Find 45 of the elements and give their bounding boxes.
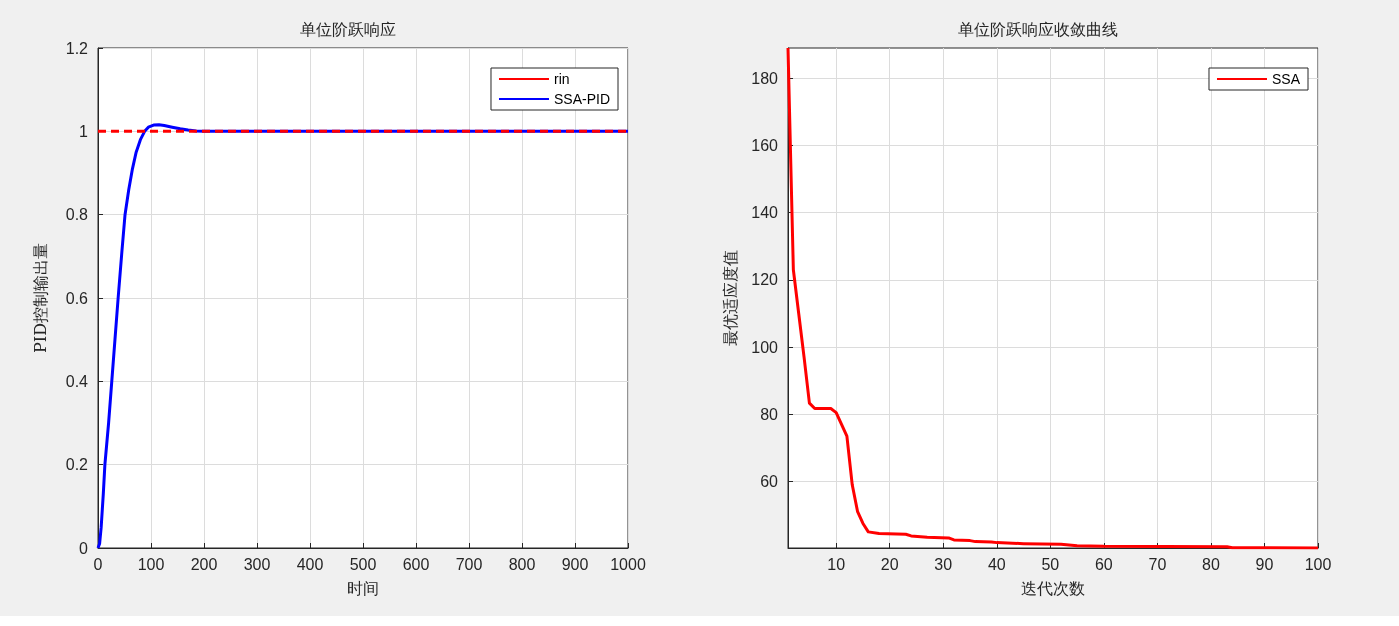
y-tick-label: 180 — [751, 69, 779, 87]
x-tick-label: 0 — [93, 555, 103, 573]
x-tick-label: 20 — [880, 555, 899, 573]
x-tick-label: 100 — [137, 555, 165, 573]
y-axis-title: PID控制输出量 — [30, 243, 50, 353]
x-axis-title: 迭代次数 — [1021, 578, 1085, 598]
y-tick-label: 1.2 — [65, 39, 89, 57]
x-axis-title: 时间 — [347, 578, 379, 598]
y-tick-label: 1 — [79, 122, 89, 140]
y-tick-label: 0.8 — [65, 206, 89, 224]
x-tick-label: 800 — [508, 555, 536, 573]
chart-title: 单位阶跃响应 — [300, 19, 396, 39]
x-tick-label: 1000 — [610, 555, 646, 573]
x-tick-label: 500 — [349, 555, 377, 573]
y-tick-label: 80 — [760, 405, 779, 423]
y-tick-label: 100 — [751, 338, 779, 356]
x-tick-label: 900 — [561, 555, 589, 573]
legend-label: SSA — [1271, 71, 1301, 87]
y-tick-label: 160 — [751, 136, 779, 154]
x-tick-label: 90 — [1255, 555, 1274, 573]
x-tick-label: 100 — [1304, 555, 1332, 573]
legend-label: rin — [553, 71, 570, 87]
y-tick-label: 0.4 — [65, 372, 89, 390]
y-tick-label: 0.6 — [65, 289, 89, 307]
y-tick-label: 140 — [751, 204, 779, 222]
x-tick-label: 400 — [296, 555, 324, 573]
x-tick-label: 50 — [1041, 555, 1060, 573]
x-tick-label: 600 — [402, 555, 430, 573]
y-tick-label: 120 — [751, 271, 779, 289]
x-tick-label: 700 — [455, 555, 483, 573]
x-tick-label: 10 — [827, 555, 846, 573]
x-tick-label: 30 — [934, 555, 953, 573]
y-tick-label: 0.2 — [65, 456, 89, 474]
legend-label: SSA-PID — [553, 91, 610, 107]
x-tick-label: 60 — [1094, 555, 1113, 573]
x-tick-label: 40 — [987, 555, 1006, 573]
y-tick-label: 0 — [79, 539, 89, 557]
x-tick-label: 200 — [190, 555, 218, 573]
x-tick-label: 80 — [1202, 555, 1220, 573]
y-tick-label: 60 — [760, 472, 779, 490]
x-tick-label: 300 — [243, 555, 271, 573]
y-axis-title: 最优适应度值 — [720, 250, 740, 346]
line-series — [786, 46, 1320, 550]
chart-title: 单位阶跃响应收敛曲线 — [958, 19, 1118, 39]
x-tick-label: 70 — [1148, 555, 1167, 573]
